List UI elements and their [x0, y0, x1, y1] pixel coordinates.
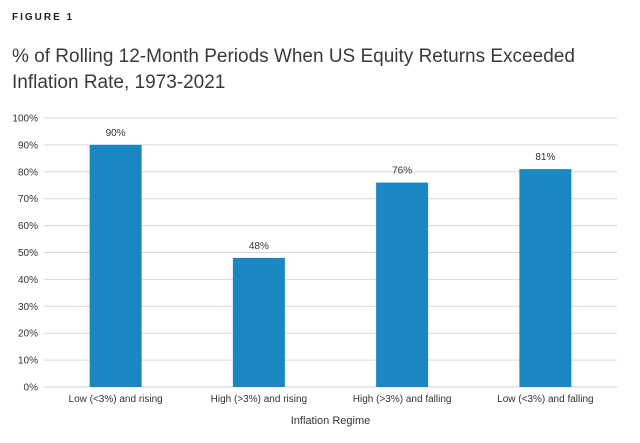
y-tick-label: 80% — [18, 167, 38, 178]
data-label: 48% — [249, 241, 269, 252]
y-tick-label: 60% — [18, 221, 38, 232]
y-tick-label: 10% — [18, 356, 38, 367]
y-tick-label: 40% — [18, 275, 38, 286]
y-tick-label: 70% — [18, 194, 38, 205]
bars — [89, 144, 572, 387]
y-tick-label: 100% — [12, 114, 38, 125]
y-tick-label: 20% — [18, 329, 38, 340]
y-axis-ticks: 0% 10% 20% 30% 40% 50% 60% 70% 80% 90% 100% — [12, 114, 38, 394]
data-labels: 90% 48% 76% 81% — [106, 128, 556, 252]
figure-label: FIGURE 1 — [12, 12, 75, 23]
x-tick-label: High (>3%) and falling — [353, 394, 452, 405]
x-tick-label: Low (<3%) and falling — [497, 394, 593, 405]
bar — [232, 257, 285, 387]
bar-chart: 0% 10% 20% 30% 40% 50% 60% 70% 80% 90% 100% 90% 48%… — [12, 114, 617, 427]
x-tick-label: High (>3%) and rising — [211, 394, 307, 405]
data-label: 81% — [535, 152, 555, 163]
chart-title: % of Rolling 12-Month Periods When US Eq… — [12, 46, 575, 93]
bar — [89, 144, 142, 387]
bar — [376, 182, 429, 387]
x-axis-ticks: Low (<3%) and rising High (>3%) and risin… — [69, 394, 594, 405]
x-tick-label: Low (<3%) and rising — [69, 394, 163, 405]
data-label: 90% — [106, 128, 126, 139]
x-axis-label: Inflation Regime — [291, 415, 371, 427]
y-tick-label: 0% — [24, 383, 39, 394]
y-tick-label: 50% — [18, 248, 38, 259]
y-tick-label: 90% — [18, 140, 38, 151]
data-label: 76% — [392, 166, 412, 177]
y-tick-label: 30% — [18, 302, 38, 313]
bar — [519, 169, 572, 387]
chart-area: 0% 10% 20% 30% 40% 50% 60% 70% 80% 90% 100% 90% 48%… — [0, 100, 640, 438]
